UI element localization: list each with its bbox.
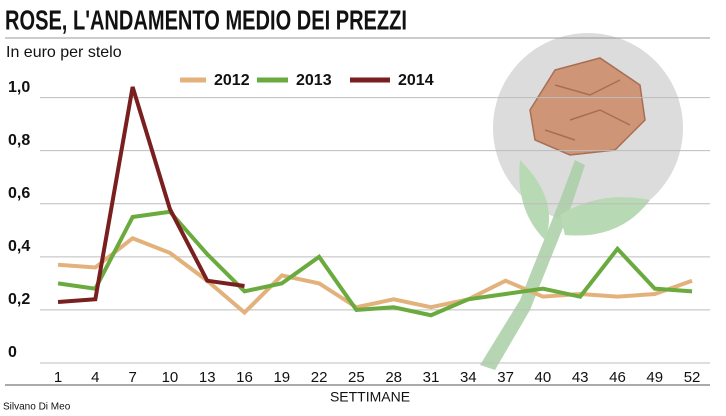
- chart-subtitle: In euro per stelo: [6, 44, 122, 61]
- x-tick-label: 34: [460, 369, 477, 386]
- x-tick-label: 4: [91, 369, 99, 386]
- x-tick-label: 1: [54, 369, 62, 386]
- series-line: [57, 235, 693, 316]
- x-tick-label: 19: [273, 369, 290, 386]
- x-axis-label: SETTIMANE: [330, 389, 410, 405]
- x-tick-label: 43: [572, 369, 589, 386]
- rose-illustration: [480, 33, 683, 370]
- chart-title: ROSE, L'ANDAMENTO MEDIO DEI PREZZI: [5, 4, 407, 35]
- x-tick-label: 25: [348, 369, 365, 386]
- y-tick-label: 0,6: [8, 185, 30, 202]
- y-tick-label: 1,0: [8, 79, 30, 96]
- y-tick-label: 0: [8, 344, 17, 361]
- series-line: [57, 209, 693, 318]
- x-tick-label: 22: [311, 369, 328, 386]
- x-tick-label: 40: [535, 369, 552, 386]
- legend-label: 2012: [214, 72, 250, 89]
- y-tick-label: 0,2: [8, 291, 30, 308]
- x-tick-label: 7: [128, 369, 136, 386]
- legend-label: 2013: [296, 72, 332, 89]
- credit: Silvano Di Meo: [3, 402, 71, 413]
- x-tick-label: 13: [199, 369, 216, 386]
- legend-label: 2014: [398, 72, 434, 89]
- x-tick-label: 52: [684, 369, 701, 386]
- y-tick-label: 0,8: [8, 132, 30, 149]
- x-tick-label: 10: [162, 369, 179, 386]
- x-tick-label: 28: [385, 369, 402, 386]
- x-tick-label: 16: [236, 369, 253, 386]
- series-line: [57, 86, 245, 304]
- x-tick-label: 31: [423, 369, 440, 386]
- x-tick-label: 49: [646, 369, 663, 386]
- y-tick-label: 0,4: [8, 238, 30, 255]
- x-tick-label: 46: [609, 369, 626, 386]
- x-tick-label: 37: [497, 369, 514, 386]
